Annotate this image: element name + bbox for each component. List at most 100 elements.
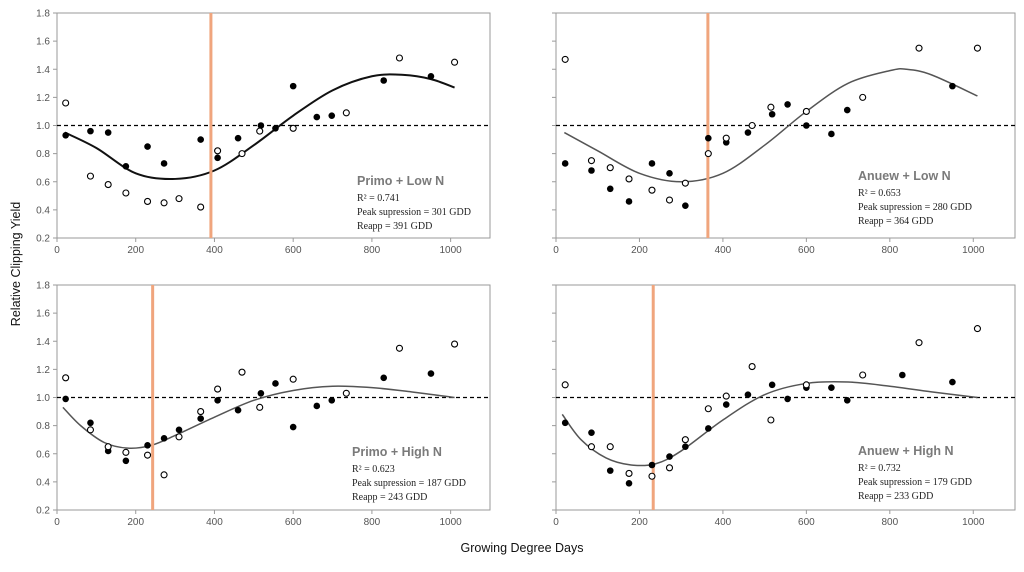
x-tick-label: 200 bbox=[631, 517, 648, 528]
y-tick-label: 0.4 bbox=[36, 205, 50, 216]
data-point-open bbox=[214, 147, 222, 155]
data-point-filled bbox=[427, 370, 435, 377]
data-point-filled bbox=[606, 467, 614, 474]
data-point-open bbox=[561, 55, 569, 63]
y-tick-label: 1.8 bbox=[36, 281, 50, 292]
data-point-filled bbox=[257, 389, 265, 397]
data-point-open bbox=[665, 196, 674, 204]
y-tick-label: 0.8 bbox=[36, 421, 50, 432]
data-point-open bbox=[143, 451, 152, 459]
panel-stat-line: Peak supression = 179 GDD bbox=[858, 477, 972, 488]
data-point-filled bbox=[160, 160, 168, 167]
data-point-open bbox=[238, 368, 246, 376]
panel-title: Anuew + High N bbox=[858, 444, 954, 458]
y-tick-label: 1.4 bbox=[36, 65, 50, 76]
data-point-filled bbox=[380, 77, 388, 84]
data-point-filled bbox=[328, 112, 336, 119]
data-point-open bbox=[122, 189, 130, 197]
data-point-filled bbox=[784, 395, 791, 403]
data-point-filled bbox=[828, 130, 835, 138]
data-point-open bbox=[606, 443, 614, 451]
panel-stat-line: Reapp = 391 GDD bbox=[357, 221, 432, 232]
panel-stat-line: Reapp = 243 GDD bbox=[352, 492, 427, 503]
x-tick-label: 600 bbox=[798, 517, 815, 528]
data-point-open bbox=[665, 464, 674, 472]
x-tick-label: 1000 bbox=[962, 517, 985, 528]
data-point-filled bbox=[648, 461, 656, 469]
data-point-open bbox=[256, 403, 264, 411]
x-tick-label: 200 bbox=[127, 517, 144, 528]
panel-stat-line: R² = 0.732 bbox=[858, 463, 901, 474]
data-point-filled bbox=[606, 185, 614, 193]
data-point-open bbox=[86, 172, 95, 180]
data-point-filled bbox=[160, 434, 168, 442]
data-point-filled bbox=[682, 443, 689, 451]
data-point-filled bbox=[666, 170, 673, 177]
data-point-open bbox=[681, 179, 689, 187]
data-point-open bbox=[197, 408, 205, 416]
y-tick-label: 0.2 bbox=[36, 506, 50, 517]
panel-stat-line: Peak supression = 187 GDD bbox=[352, 478, 466, 489]
data-point-filled bbox=[122, 457, 130, 465]
data-point-open bbox=[289, 375, 297, 383]
data-point-filled bbox=[313, 402, 321, 410]
x-tick-label: 400 bbox=[206, 245, 223, 256]
data-point-open bbox=[175, 433, 183, 441]
data-point-filled bbox=[234, 406, 242, 414]
data-point-open bbox=[625, 469, 633, 477]
y-tick-label: 0.6 bbox=[36, 177, 50, 188]
x-tick-label: 0 bbox=[553, 245, 559, 256]
data-point-open bbox=[395, 344, 404, 352]
data-point-open bbox=[648, 472, 656, 480]
data-point-open bbox=[915, 44, 923, 52]
data-point-filled bbox=[722, 401, 730, 408]
data-point-open bbox=[451, 58, 459, 66]
data-point-filled bbox=[744, 391, 752, 398]
y-tick-label: 1.2 bbox=[36, 93, 50, 104]
data-point-open bbox=[62, 374, 70, 382]
data-point-filled bbox=[380, 374, 388, 382]
chart-panel-top-right: 0 200 400 600 800 1000 Anuew + Low N R² = 0.653… bbox=[552, 12, 1016, 256]
data-point-filled bbox=[705, 134, 712, 142]
data-point-filled bbox=[234, 134, 242, 142]
data-point-open bbox=[587, 157, 596, 165]
y-tick-label: 1.8 bbox=[36, 9, 50, 20]
chart-panel-bottom-left: 0.2 0.4 0.6 0.8 1.0 1.2 1.4 1.6 1.8 0 200 400 600 800… bbox=[36, 281, 491, 528]
data-point-filled bbox=[313, 113, 321, 121]
data-point-filled bbox=[561, 419, 569, 427]
x-tick-label: 0 bbox=[54, 245, 60, 256]
y-axis-title: Relative Clipping Yield bbox=[9, 202, 23, 326]
data-point-filled bbox=[625, 479, 633, 487]
data-point-filled bbox=[768, 381, 776, 389]
data-point-filled bbox=[843, 106, 851, 114]
data-point-open bbox=[722, 134, 730, 142]
data-point-filled bbox=[272, 380, 279, 387]
data-point-open bbox=[214, 385, 222, 393]
data-point-open bbox=[143, 197, 152, 205]
data-point-open bbox=[197, 203, 205, 211]
panel-stat-line: Peak supression = 301 GDD bbox=[357, 207, 471, 218]
data-point-open bbox=[104, 181, 112, 189]
data-point-filled bbox=[104, 129, 112, 136]
y-tick-label: 0.8 bbox=[36, 149, 50, 160]
data-point-open bbox=[86, 426, 95, 434]
data-point-open bbox=[915, 339, 923, 347]
y-tick-label: 0.4 bbox=[36, 477, 50, 488]
y-tick-label: 0.6 bbox=[36, 449, 50, 460]
data-point-filled bbox=[289, 423, 297, 431]
data-point-open bbox=[859, 371, 867, 379]
chart-panel-bottom-right: 0 200 400 600 800 1000 Anuew + High N R² = 0.73… bbox=[552, 284, 1016, 528]
panel-title: Primo + High N bbox=[352, 445, 442, 459]
data-point-filled bbox=[122, 162, 130, 170]
data-point-open bbox=[451, 340, 459, 348]
x-tick-label: 1000 bbox=[962, 245, 985, 256]
data-point-open bbox=[561, 381, 569, 389]
data-point-filled bbox=[561, 160, 569, 167]
x-tick-label: 1000 bbox=[440, 517, 463, 528]
x-tick-label: 600 bbox=[285, 245, 302, 256]
x-tick-label: 200 bbox=[127, 245, 144, 256]
panel-title: Primo + Low N bbox=[357, 174, 444, 188]
data-point-filled bbox=[705, 425, 712, 432]
panel-stat-line: Reapp = 364 GDD bbox=[858, 216, 933, 227]
